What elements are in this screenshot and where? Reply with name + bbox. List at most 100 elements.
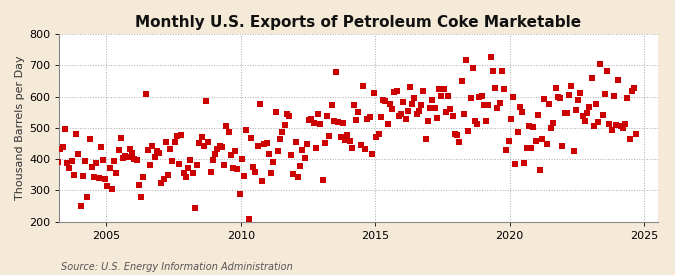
Point bbox=[270, 110, 281, 115]
Point bbox=[134, 183, 144, 188]
Point bbox=[530, 139, 541, 144]
Point bbox=[219, 163, 230, 167]
Point bbox=[528, 125, 539, 130]
Point bbox=[138, 175, 148, 179]
Point bbox=[550, 86, 561, 90]
Point bbox=[66, 159, 77, 164]
Point bbox=[443, 94, 454, 99]
Point bbox=[335, 135, 346, 139]
Point bbox=[490, 86, 501, 91]
Point bbox=[178, 170, 189, 175]
Point bbox=[516, 110, 527, 115]
Point bbox=[246, 135, 256, 140]
Point bbox=[190, 206, 200, 210]
Point bbox=[329, 118, 340, 123]
Point bbox=[450, 131, 460, 136]
Point bbox=[389, 90, 400, 94]
Point bbox=[454, 140, 464, 144]
Point bbox=[214, 144, 225, 148]
Point bbox=[299, 156, 310, 161]
Point bbox=[470, 119, 481, 123]
Point bbox=[541, 142, 552, 146]
Point bbox=[53, 160, 63, 164]
Point bbox=[156, 180, 167, 185]
Point bbox=[548, 121, 559, 125]
Point bbox=[367, 152, 377, 156]
Point bbox=[360, 147, 371, 151]
Point bbox=[467, 66, 478, 71]
Point bbox=[559, 111, 570, 115]
Point bbox=[117, 156, 128, 160]
Point bbox=[93, 176, 104, 180]
Point bbox=[510, 162, 520, 166]
Point bbox=[71, 131, 82, 136]
Point bbox=[624, 137, 635, 141]
Point bbox=[88, 175, 99, 179]
Point bbox=[248, 165, 259, 169]
Point bbox=[353, 110, 364, 114]
Point bbox=[261, 141, 272, 145]
Point bbox=[387, 107, 398, 111]
Point bbox=[487, 68, 498, 73]
Point bbox=[284, 114, 294, 118]
Point bbox=[396, 111, 406, 116]
Point bbox=[465, 96, 476, 100]
Point bbox=[317, 178, 328, 182]
Point bbox=[149, 155, 160, 160]
Point bbox=[256, 179, 267, 184]
Point bbox=[460, 57, 471, 62]
Point bbox=[411, 112, 422, 117]
Point bbox=[628, 86, 639, 90]
Point bbox=[599, 92, 610, 96]
Point bbox=[252, 144, 263, 148]
Point bbox=[622, 96, 632, 100]
Point bbox=[59, 127, 70, 131]
Point bbox=[113, 148, 124, 152]
Point bbox=[196, 135, 207, 139]
Point bbox=[124, 146, 135, 151]
Point bbox=[427, 97, 438, 102]
Point bbox=[570, 108, 581, 112]
Point bbox=[80, 159, 90, 163]
Point bbox=[292, 174, 303, 179]
Point bbox=[604, 121, 615, 126]
Point bbox=[102, 184, 113, 188]
Point bbox=[259, 142, 270, 146]
Point bbox=[192, 163, 202, 167]
Point bbox=[584, 105, 595, 109]
Point bbox=[254, 101, 265, 106]
Point bbox=[586, 76, 597, 80]
Title: Monthly U.S. Exports of Petroleum Coke Marketable: Monthly U.S. Exports of Petroleum Coke M… bbox=[136, 15, 582, 30]
Point bbox=[120, 154, 131, 159]
Point bbox=[421, 137, 431, 141]
Point bbox=[485, 55, 496, 59]
Point bbox=[324, 134, 335, 138]
Point bbox=[358, 84, 369, 88]
Point bbox=[183, 165, 194, 170]
Point bbox=[526, 146, 537, 150]
Point bbox=[425, 106, 435, 110]
Point bbox=[105, 166, 115, 170]
Point bbox=[512, 130, 523, 134]
Point bbox=[615, 124, 626, 128]
Point bbox=[263, 152, 274, 156]
Point bbox=[553, 95, 564, 100]
Point bbox=[597, 113, 608, 117]
Point bbox=[331, 70, 342, 74]
Point bbox=[504, 139, 514, 143]
Point bbox=[575, 91, 586, 95]
Point bbox=[618, 126, 628, 131]
Point bbox=[180, 174, 191, 179]
Point bbox=[319, 141, 330, 146]
Point bbox=[555, 96, 566, 100]
Point bbox=[165, 147, 176, 152]
Point bbox=[564, 93, 574, 98]
Point bbox=[84, 137, 95, 141]
Point bbox=[154, 151, 165, 155]
Point bbox=[338, 120, 348, 125]
Point bbox=[308, 121, 319, 126]
Point bbox=[107, 187, 117, 191]
Point bbox=[313, 112, 323, 116]
Point bbox=[402, 109, 413, 114]
Point bbox=[566, 84, 576, 88]
